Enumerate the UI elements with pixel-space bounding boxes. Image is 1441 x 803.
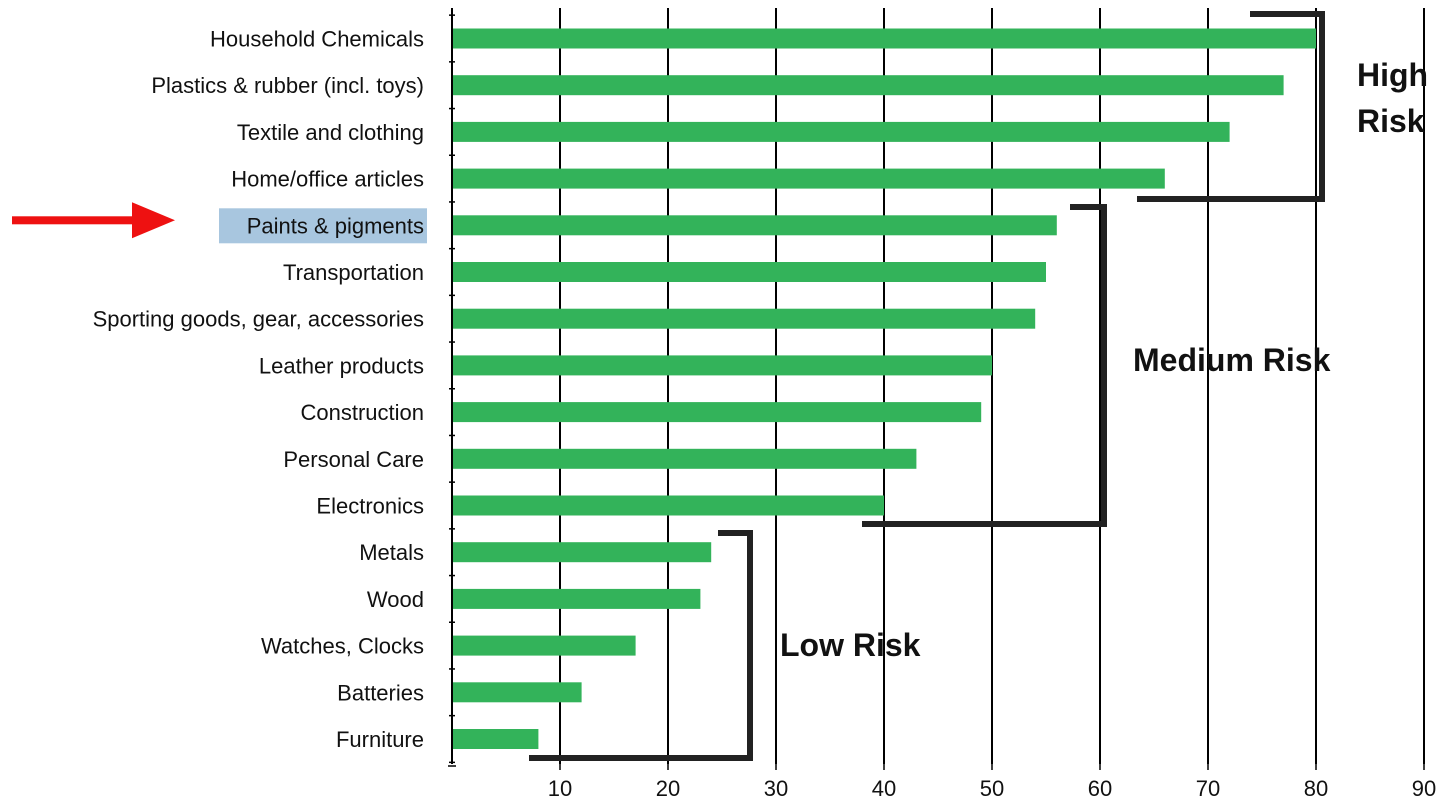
bar: [452, 262, 1046, 282]
risk-group-label: High: [1357, 57, 1428, 93]
x-tick-label: 90: [1412, 776, 1436, 801]
bar: [452, 215, 1057, 236]
bar: [452, 355, 992, 376]
bar: [452, 448, 917, 469]
x-tick-label: 80: [1304, 776, 1328, 801]
category-label: Metals: [359, 540, 424, 565]
x-tick-label: 20: [656, 776, 680, 801]
x-tick-label: 60: [1088, 776, 1112, 801]
category-label: Construction: [300, 400, 424, 425]
category-label: Batteries: [337, 680, 424, 705]
bar: [452, 121, 1230, 142]
bar: [452, 168, 1165, 189]
bar: [452, 495, 884, 516]
category-highlight: [219, 208, 427, 244]
category-label: Transportation: [283, 260, 424, 285]
category-label: Electronics: [316, 494, 424, 519]
bar: [452, 542, 712, 563]
x-tick-label: 30: [764, 776, 788, 801]
bar: [452, 28, 1316, 49]
x-tick-label: 40: [872, 776, 896, 801]
bar: [452, 308, 1036, 329]
category-label: Personal Care: [283, 447, 424, 472]
bars: [452, 28, 1316, 749]
bar: [452, 635, 636, 656]
category-label: Leather products: [259, 353, 424, 378]
bar: [452, 729, 539, 749]
risk-group-label: Low Risk: [780, 627, 921, 663]
bar: [452, 588, 701, 609]
risk-bracket: [1137, 11, 1325, 202]
risk-brackets: High Risk Medium Risk Low Risk: [529, 11, 1428, 761]
highlight-arrow: [12, 202, 175, 239]
category-label: Watches, Clocks: [261, 634, 424, 659]
category-label: Textile and clothing: [237, 120, 424, 145]
bar: [452, 682, 582, 703]
grid-lines: [559, 8, 1425, 764]
category-label: Sporting goods, gear, accessories: [93, 307, 424, 332]
category-label: Household Chemicals: [210, 27, 424, 52]
category-label: Plastics & rubber (incl. toys): [151, 73, 424, 98]
category-label: Paints & pigments: [247, 213, 424, 238]
category-label: Wood: [367, 587, 424, 612]
x-tick-label: 10: [548, 776, 572, 801]
category-label: Home/office articles: [231, 167, 424, 192]
category-labels: Household Chemicals Plastics & rubber (in…: [93, 27, 424, 753]
risk-group-label: Medium Risk: [1133, 342, 1331, 378]
bar: [452, 402, 982, 423]
arrow-shaft: [12, 216, 136, 225]
risk-group-label: Risk: [1357, 103, 1425, 139]
x-tick-label: 70: [1196, 776, 1220, 801]
arrow-head: [132, 202, 175, 239]
category-label: Furniture: [336, 727, 424, 752]
risk-bracket: [529, 530, 753, 761]
highlight-layer: [219, 208, 427, 244]
risk-bracket: [862, 204, 1107, 527]
axes: 10 20 30 40 50 60 70 80 90: [448, 8, 1436, 801]
bar: [452, 75, 1284, 96]
x-tick-label: 50: [980, 776, 1004, 801]
